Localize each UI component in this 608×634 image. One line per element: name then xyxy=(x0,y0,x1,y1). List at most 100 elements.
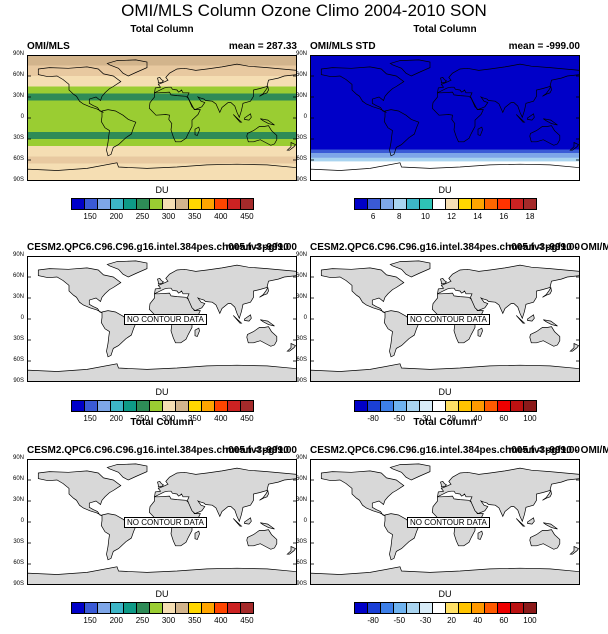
lat-tick-label: 90N xyxy=(295,455,307,461)
continent-outline xyxy=(516,518,526,527)
colorbar-swatch xyxy=(497,603,511,613)
colorbar-swatch xyxy=(97,199,111,209)
continent-outline xyxy=(286,342,297,352)
panel-left-label: CESM2.QPC6.C96.C96.g16.intel.384pes.ch00… xyxy=(310,242,608,253)
continent-outline xyxy=(527,517,535,525)
colorbar-tick-label: 450 xyxy=(240,212,254,221)
continent-outline xyxy=(246,326,278,347)
lat-tick-label: 60S xyxy=(13,357,24,363)
continent-outline xyxy=(154,63,297,119)
colorbar-swatch xyxy=(471,603,485,613)
lat-tick-label: 0 xyxy=(20,518,24,524)
colorbar-swatch xyxy=(380,603,394,613)
units-label: DU xyxy=(438,589,452,599)
continent-outline xyxy=(244,314,252,322)
continent-outline xyxy=(194,530,200,540)
continent-outline xyxy=(529,326,561,347)
lat-tick-label: 0 xyxy=(303,315,307,321)
colorbar xyxy=(70,602,254,614)
colorbar-swatch xyxy=(445,199,459,209)
contour-band xyxy=(27,100,297,108)
continent-outline xyxy=(440,277,448,285)
contour-band xyxy=(310,55,580,150)
lat-tick-label: 30N xyxy=(12,294,24,300)
colorbar-swatch xyxy=(406,401,420,411)
colorbar-swatch xyxy=(367,401,381,411)
lat-tick-label: 90N xyxy=(12,455,24,461)
colorbar-tick-label: 200 xyxy=(109,414,123,423)
panel-mean-label: mean = 287.33 xyxy=(228,41,297,52)
colorbar-swatch xyxy=(419,401,433,411)
colorbar-swatch xyxy=(110,603,124,613)
continent-outline xyxy=(154,467,297,523)
contour-band xyxy=(27,156,297,164)
colorbar xyxy=(353,198,537,210)
continent-outline xyxy=(27,162,297,181)
colorbar-tick-label: 250 xyxy=(135,414,150,423)
continent-outline xyxy=(440,480,448,488)
continent-outline xyxy=(310,162,580,181)
lat-tick-label: 90S xyxy=(296,177,307,183)
lat-tick-label: 0 xyxy=(303,114,307,120)
colorbar-swatch xyxy=(110,199,124,209)
panel-left-label: CESM2.QPC6.C96.C96.g16.intel.384pes.ch00… xyxy=(310,445,608,456)
panel-mean-label: mean = -999.00 xyxy=(508,445,580,456)
lat-tick-label: 30S xyxy=(13,135,24,141)
colorbar-swatch xyxy=(354,401,368,411)
colorbar-swatch xyxy=(149,603,163,613)
page-title: OMI/MLS Column Ozone Climo 2004-2010 SON xyxy=(121,1,487,20)
panel-title: Total Column xyxy=(413,24,477,35)
colorbar-tick-label: -50 xyxy=(393,414,406,423)
lat-tick-label: 30S xyxy=(13,539,24,545)
colorbar-swatch xyxy=(175,401,189,411)
colorbar-swatch xyxy=(214,199,228,209)
colorbar-swatch xyxy=(471,401,485,411)
continent-outline xyxy=(246,529,278,550)
continent-outline xyxy=(259,489,269,501)
lat-tick-label: 30S xyxy=(296,336,307,342)
colorbar-swatch xyxy=(354,199,368,209)
colorbar-tick-label: -80 xyxy=(367,414,379,423)
no-contour-data-label: NO CONTOUR DATA xyxy=(407,314,490,325)
lat-tick-label: 0 xyxy=(20,315,24,321)
colorbar-swatch xyxy=(445,401,459,411)
colorbar-swatch xyxy=(393,603,407,613)
colorbar-swatch xyxy=(419,199,433,209)
lat-tick-label: 90N xyxy=(12,252,24,258)
colorbar-swatch xyxy=(188,401,202,411)
continent-outline xyxy=(37,267,122,314)
lat-tick-label: 60N xyxy=(12,476,24,482)
continent-outline xyxy=(246,125,278,146)
lat-tick-label: 60N xyxy=(295,476,307,482)
colorbar xyxy=(353,602,537,614)
continent-outline xyxy=(543,319,558,327)
panel-left-label: CESM2.QPC6.C96.C96.g16.intel.384pes.ch00… xyxy=(27,445,289,456)
lat-tick-label: 90N xyxy=(12,51,24,57)
colorbar-swatch xyxy=(84,199,98,209)
continent-outline xyxy=(194,327,200,337)
units-label: DU xyxy=(155,387,169,397)
continent-outline xyxy=(157,277,165,285)
continent-outline xyxy=(543,522,558,530)
units-label: DU xyxy=(438,387,452,397)
colorbar-swatch xyxy=(393,401,407,411)
colorbar-tick-label: -30 xyxy=(419,616,432,625)
continent-outline xyxy=(157,480,165,488)
colorbar-swatch xyxy=(393,199,407,209)
map-panel xyxy=(310,256,580,382)
colorbar-tick-label: 150 xyxy=(83,616,97,625)
lat-tick-label: 60S xyxy=(296,156,307,162)
continent-outline xyxy=(310,363,580,382)
continent-outline xyxy=(527,314,535,322)
continent-outline xyxy=(516,315,526,324)
colorbar-tick-label: 100 xyxy=(523,414,537,423)
continent-outline xyxy=(529,125,561,146)
continent-outline xyxy=(431,91,484,143)
lat-tick-label: 60N xyxy=(295,273,307,279)
colorbar-swatch xyxy=(354,603,368,613)
colorbar-swatch xyxy=(497,199,511,209)
colorbar-swatch xyxy=(458,401,472,411)
lat-tick-label: 30N xyxy=(295,294,307,300)
lat-tick-label: 90S xyxy=(13,177,24,183)
contour-band xyxy=(27,55,297,66)
